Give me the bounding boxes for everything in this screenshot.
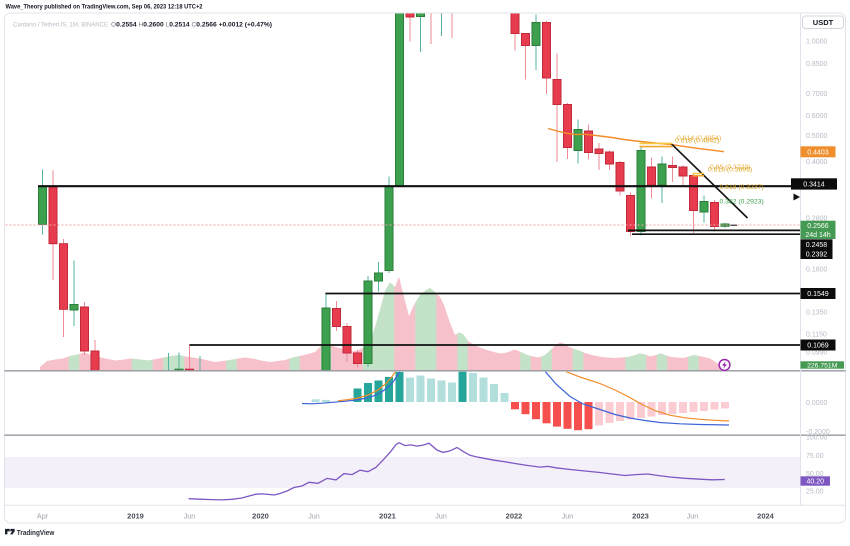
- svg-text:0.3414: 0.3414: [803, 182, 825, 189]
- svg-text:0.4000: 0.4000: [806, 159, 828, 166]
- svg-text:0.65 (0.3723): 0.65 (0.3723): [710, 164, 750, 171]
- svg-text:50.00: 50.00: [806, 471, 824, 478]
- svg-text:2024: 2024: [757, 511, 775, 520]
- svg-text:2021: 2021: [379, 511, 396, 520]
- svg-text:-0.2000: -0.2000: [806, 429, 830, 436]
- svg-text:0.2566: 0.2566: [807, 223, 829, 230]
- svg-text:0.0990: 0.0990: [806, 350, 828, 357]
- svg-text:Jun: Jun: [562, 511, 574, 520]
- svg-text:Jun: Jun: [308, 511, 320, 520]
- svg-text:0.382 (0.2923): 0.382 (0.2923): [720, 199, 764, 206]
- svg-text:1.0000: 1.0000: [806, 39, 828, 46]
- svg-text:0.614 (0.4854): 0.614 (0.4854): [677, 135, 721, 142]
- svg-text:TradingView: TradingView: [17, 528, 55, 537]
- svg-text:0.6000: 0.6000: [806, 113, 828, 120]
- svg-text:USDT: USDT: [813, 18, 834, 27]
- svg-text:75.00: 75.00: [806, 453, 824, 460]
- svg-text:2020: 2020: [252, 511, 269, 520]
- svg-text:0.7000: 0.7000: [806, 91, 828, 98]
- svg-text:226.751M: 226.751M: [807, 363, 838, 370]
- svg-text:0.1069: 0.1069: [807, 343, 829, 350]
- svg-text:Jun: Jun: [687, 511, 699, 520]
- svg-text:0.2458: 0.2458: [806, 242, 828, 249]
- svg-text:100.00: 100.00: [806, 435, 828, 442]
- svg-text:0.618 (0.4842): 0.618 (0.4842): [675, 138, 719, 145]
- svg-text:0.4403: 0.4403: [807, 149, 829, 156]
- svg-text:2022: 2022: [506, 511, 523, 520]
- svg-text:0.1549: 0.1549: [807, 291, 829, 298]
- svg-text:0.2800: 0.2800: [806, 216, 828, 223]
- svg-text:0.1800: 0.1800: [806, 267, 828, 274]
- svg-text:2023: 2023: [632, 511, 649, 520]
- svg-text:Cardano / TetherUS, 1M, BINANC: Cardano / TetherUS, 1M, BINANCE: [13, 22, 109, 29]
- svg-text:0.0000: 0.0000: [806, 400, 828, 407]
- svg-text:25.00: 25.00: [806, 488, 824, 495]
- svg-text:0.5000: 0.5000: [806, 133, 828, 140]
- svg-text:O0.2554 H0.2600 L0.2514 C0.256: O0.2554 H0.2600 L0.2514 C0.2566 +0.0012 …: [111, 22, 272, 29]
- svg-text:0.2392: 0.2392: [806, 252, 828, 259]
- svg-text:Jun: Jun: [184, 511, 196, 520]
- svg-text:24d 14h: 24d 14h: [805, 232, 830, 239]
- svg-text:2019: 2019: [127, 511, 144, 520]
- svg-text:Wave_Theory published on Tradi: Wave_Theory published on TradingView.com…: [6, 4, 203, 11]
- svg-text:0.1150: 0.1150: [806, 332, 827, 339]
- svg-text:0.618 (0.3695): 0.618 (0.3695): [708, 167, 752, 174]
- svg-text:40.20: 40.20: [806, 479, 824, 486]
- svg-text:0.618 (0.3237): 0.618 (0.3237): [720, 184, 764, 191]
- svg-text:Apr: Apr: [37, 511, 49, 520]
- svg-text:0.1350: 0.1350: [806, 310, 828, 317]
- svg-text:0.8500: 0.8500: [806, 61, 828, 68]
- svg-text:Jun: Jun: [435, 511, 447, 520]
